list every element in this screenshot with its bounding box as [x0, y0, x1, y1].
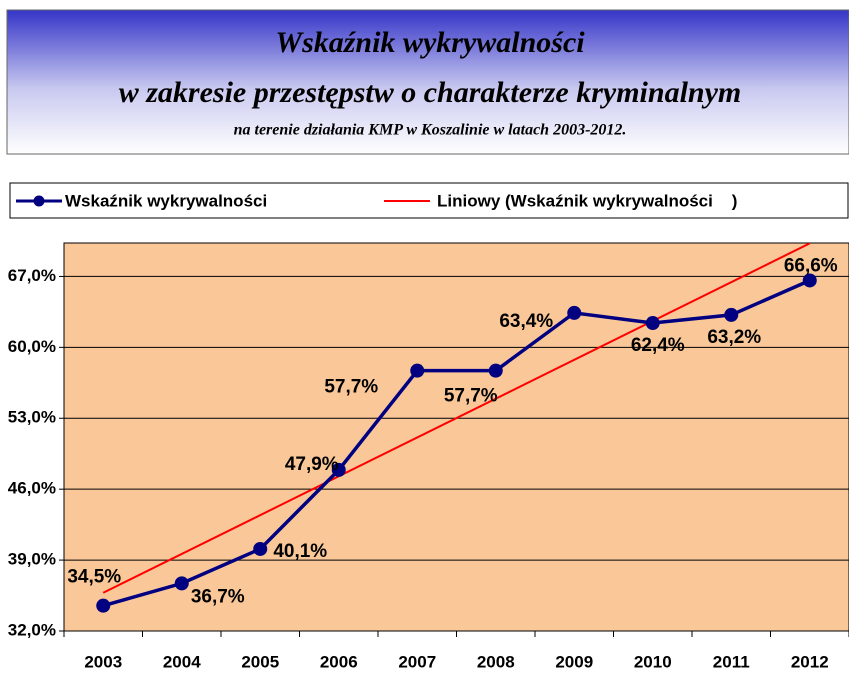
data-point — [567, 305, 582, 320]
data-label: 63,4% — [499, 311, 553, 332]
data-point — [724, 307, 739, 322]
data-point — [174, 576, 189, 591]
y-tick-label: 46,0% — [8, 479, 56, 498]
x-tick-label: 2012 — [791, 652, 829, 671]
data-label: 57,7% — [444, 386, 498, 407]
y-tick-label: 67,0% — [8, 266, 56, 285]
chart-subtitle: na terenie działania KMP w Koszalinie w … — [234, 122, 627, 139]
legend-swatch — [33, 195, 45, 207]
x-tick-label: 2006 — [320, 652, 358, 671]
x-tick-label: 2010 — [634, 652, 672, 671]
legend-label: Wskaźnik wykrywalności — [65, 191, 267, 210]
title-box — [6, 9, 849, 155]
trend-line — [102, 243, 811, 594]
data-point — [410, 363, 425, 378]
chart-title: w zakresie przestępstw o charakterze kry… — [119, 76, 742, 109]
x-tick-label: 2009 — [555, 652, 593, 671]
x-tick-label: 2003 — [84, 652, 122, 671]
data-point — [96, 598, 111, 613]
plot-area — [63, 242, 849, 632]
x-tick-label: 2008 — [477, 652, 515, 671]
data-label: 62,4% — [631, 335, 685, 356]
x-tick-label: 2004 — [163, 652, 201, 671]
y-tick-label: 39,0% — [8, 550, 56, 569]
data-label: 36,7% — [191, 586, 245, 607]
data-label: 40,1% — [273, 541, 327, 562]
data-label: 34,5% — [67, 567, 121, 588]
data-label: 57,7% — [324, 377, 378, 398]
data-point — [331, 462, 346, 477]
data-label: 47,9% — [285, 454, 339, 475]
data-line — [102, 278, 811, 608]
data-label: 63,2% — [707, 327, 761, 348]
y-tick-label: 53,0% — [8, 408, 56, 427]
x-tick-label: 2011 — [713, 652, 750, 671]
chart-title: Wskaźnik wykrywalności — [275, 26, 585, 59]
data-label: 66,6% — [784, 255, 838, 276]
x-tick-label: 2007 — [398, 652, 436, 671]
y-tick-label: 60,0% — [8, 337, 56, 356]
data-point — [645, 316, 660, 331]
y-tick-label: 32,0% — [8, 620, 56, 639]
data-point — [488, 363, 503, 378]
x-tick-label: 2005 — [241, 652, 279, 671]
data-point — [253, 541, 268, 556]
legend-label: Liniowy (Wskaźnik wykrywalności ) — [437, 191, 737, 210]
data-point — [802, 273, 817, 288]
